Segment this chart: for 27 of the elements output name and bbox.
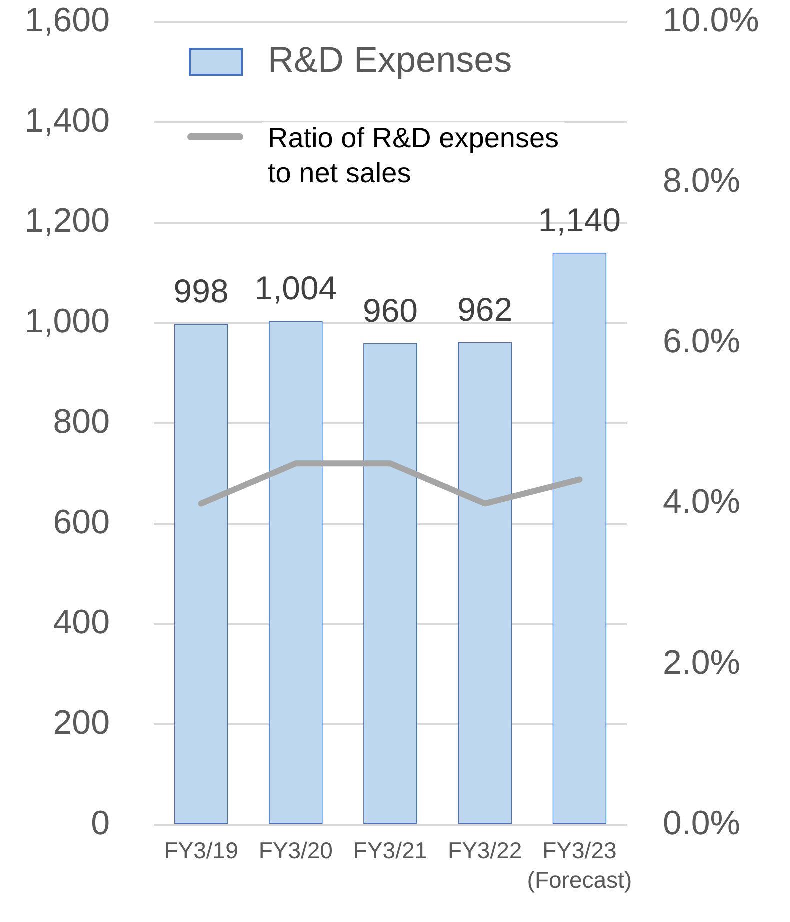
y2-tick-label: 6.0% bbox=[663, 322, 740, 361]
y-tick-label: 800 bbox=[53, 402, 110, 441]
y-tick-label: 1,200 bbox=[24, 202, 110, 240]
data-label: 1,004 bbox=[254, 270, 338, 307]
x-tick-label: FY3/19 bbox=[164, 837, 238, 864]
y2-tick-label: 10.0% bbox=[663, 1, 760, 40]
data-label: 998 bbox=[174, 272, 229, 310]
legend-label: R&D Expenses bbox=[268, 38, 512, 80]
data-label: 962 bbox=[458, 290, 513, 328]
y-tick-label: 400 bbox=[53, 604, 110, 642]
y2-tick-label: 0.0% bbox=[663, 804, 740, 842]
y-tick-label: 600 bbox=[53, 503, 110, 542]
y2-tick-label: 4.0% bbox=[663, 483, 740, 522]
y-tick-label: 1,400 bbox=[24, 102, 110, 140]
y-tick-label: 1,000 bbox=[24, 302, 110, 340]
x-tick-label: FY3/21 bbox=[353, 837, 428, 864]
x-tick-label: FY3/20 bbox=[258, 837, 333, 864]
data-label: 960 bbox=[362, 292, 418, 329]
x-tick-label: FY3/23 (Forecast) bbox=[527, 837, 632, 894]
y-tick-label: 200 bbox=[53, 704, 110, 742]
y-tick-label: 0 bbox=[91, 804, 110, 842]
legend-label: Ratio of R&D expenses to net sales bbox=[268, 122, 560, 189]
y2-tick-label: 8.0% bbox=[663, 162, 740, 200]
y-tick-label: 1,600 bbox=[24, 1, 110, 40]
x-tick-label: FY3/22 bbox=[448, 837, 522, 864]
data-label: 1,140 bbox=[538, 201, 621, 238]
y2-tick-label: 2.0% bbox=[663, 644, 740, 682]
